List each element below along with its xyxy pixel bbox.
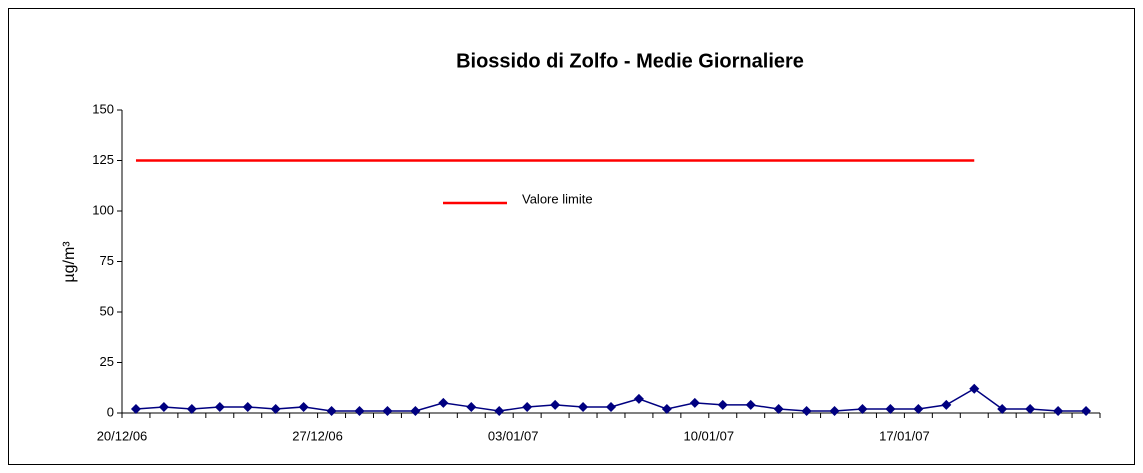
y-tick-label: 100	[92, 202, 114, 217]
data-point	[1053, 405, 1064, 416]
data-point	[913, 403, 924, 414]
x-tick-label: 10/01/07	[683, 428, 734, 443]
y-tick-label: 25	[100, 354, 114, 369]
data-point	[885, 403, 896, 414]
data-point	[773, 403, 784, 414]
y-axis-label: µg/m³	[61, 241, 78, 283]
x-tick-label: 20/12/06	[97, 428, 148, 443]
data-point	[1081, 405, 1092, 416]
x-tick-label: 17/01/07	[879, 428, 930, 443]
data-point	[354, 405, 365, 416]
data-point	[382, 405, 393, 416]
data-point	[522, 401, 533, 412]
y-tick-label: 0	[107, 404, 114, 419]
x-tick-label: 03/01/07	[488, 428, 539, 443]
chart-frame	[8, 8, 1135, 465]
y-tick-label: 125	[92, 152, 114, 167]
data-point	[326, 405, 337, 416]
y-tick-label: 75	[100, 253, 114, 268]
data-point	[1025, 403, 1036, 414]
data-point	[466, 401, 477, 412]
data-point	[298, 401, 309, 412]
data-point	[689, 397, 700, 408]
legend-label: Valore limite	[522, 191, 593, 206]
data-point	[857, 403, 868, 414]
data-point	[494, 405, 505, 416]
data-point	[550, 399, 561, 410]
data-point	[717, 399, 728, 410]
data-point	[633, 393, 644, 404]
data-point	[801, 405, 812, 416]
data-point	[214, 401, 225, 412]
data-point	[997, 403, 1008, 414]
data-point	[130, 403, 141, 414]
data-point	[242, 401, 253, 412]
y-tick-label: 50	[100, 303, 114, 318]
data-point	[186, 403, 197, 414]
x-tick-label: 27/12/06	[292, 428, 343, 443]
y-tick-label: 150	[92, 101, 114, 116]
data-point	[661, 403, 672, 414]
data-point	[578, 401, 589, 412]
data-point	[606, 401, 616, 412]
chart-title: Biossido di Zolfo - Medie Giornaliere	[456, 50, 804, 72]
data-point	[829, 405, 840, 416]
data-point	[745, 399, 756, 410]
data-point	[969, 383, 980, 394]
data-point	[438, 397, 449, 408]
data-point	[270, 403, 281, 414]
data-point	[410, 405, 421, 416]
data-point	[941, 399, 952, 410]
data-point	[158, 401, 169, 412]
